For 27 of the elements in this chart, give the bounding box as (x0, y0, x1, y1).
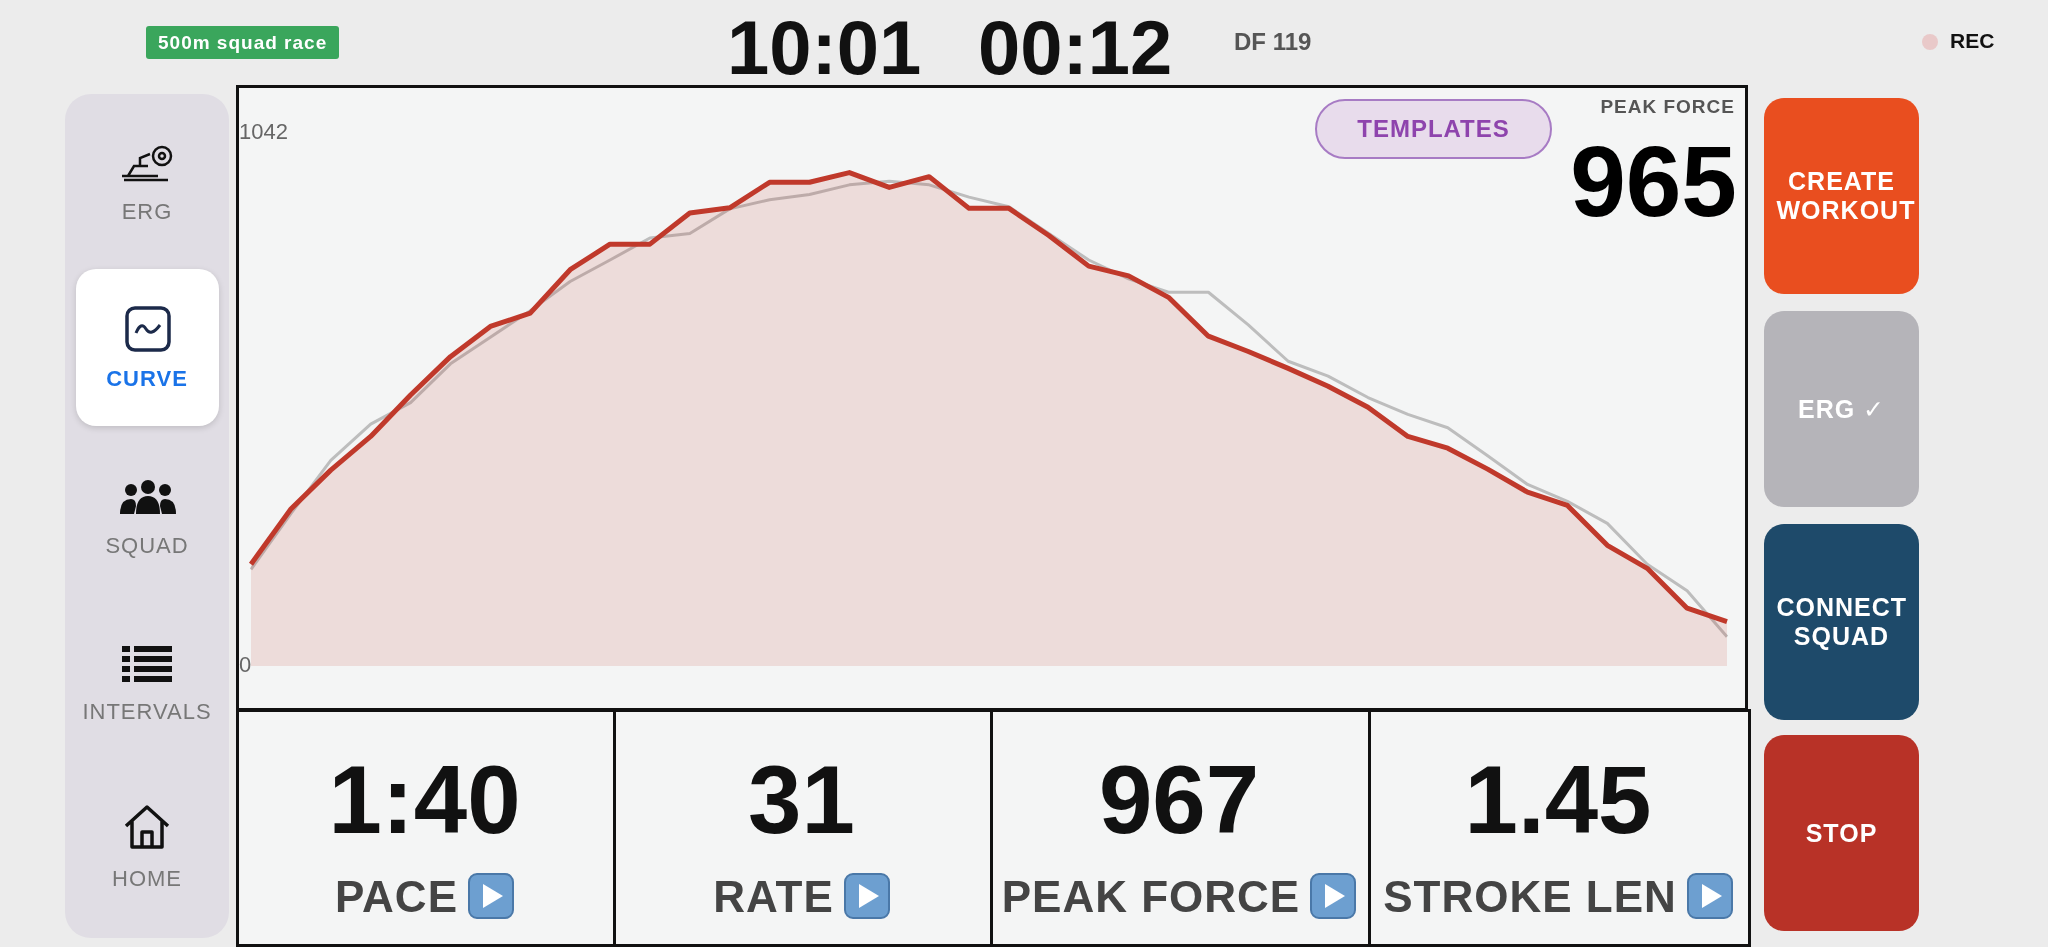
text: SQUAD (104, 533, 190, 559)
annotation: 10:01 (727, 4, 922, 91)
text: RATE (713, 872, 834, 922)
text: HOME (111, 866, 183, 892)
text: PEAK FORCE (1001, 872, 1301, 922)
y-tick-label: 0 (239, 652, 252, 678)
text: DF 119 (1234, 28, 1312, 56)
annotation: 965 (1570, 125, 1737, 237)
text: CONNECT SQUAD (1776, 593, 1908, 651)
text: CURVE (105, 366, 189, 392)
text: 31 (747, 745, 856, 855)
text: INTERVALS (81, 699, 213, 725)
text: 1:40 (327, 745, 522, 855)
text: PACE (335, 872, 458, 922)
text: 967 (1097, 745, 1261, 855)
text: 1.45 (1463, 745, 1653, 855)
text: 500m squad race (146, 26, 340, 59)
text: ERG (120, 199, 174, 225)
text: STOP (1804, 818, 1879, 848)
text: ERG ✓ (1796, 394, 1887, 424)
annotation: 00:12 (978, 4, 1173, 91)
text: STROKE LEN (1383, 872, 1677, 922)
annotation: PEAK FORCE (1600, 96, 1735, 118)
y-tick-label: 1042 (239, 119, 288, 145)
annotation: TEMPLATES (1315, 99, 1552, 159)
text: CREATE WORKOUT (1776, 167, 1916, 225)
text: REC (1950, 29, 1995, 53)
